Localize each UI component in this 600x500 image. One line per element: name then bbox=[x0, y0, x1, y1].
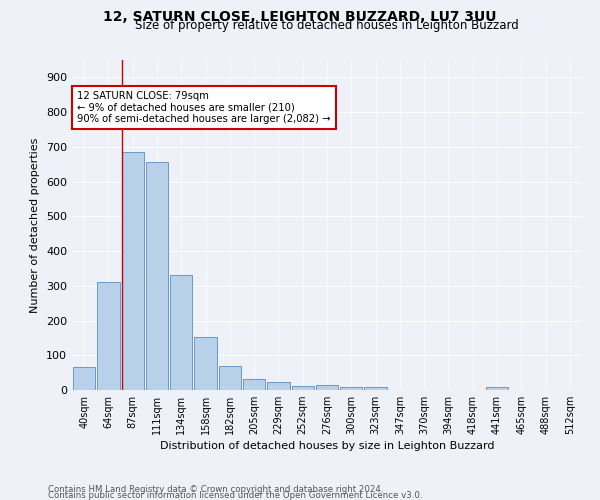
Bar bbox=[122, 152, 144, 390]
Bar bbox=[364, 387, 387, 390]
Text: 12, SATURN CLOSE, LEIGHTON BUZZARD, LU7 3UU: 12, SATURN CLOSE, LEIGHTON BUZZARD, LU7 … bbox=[103, 10, 497, 24]
Bar bbox=[170, 276, 193, 390]
Bar bbox=[146, 162, 168, 390]
Bar bbox=[316, 385, 338, 390]
Text: Contains public sector information licensed under the Open Government Licence v3: Contains public sector information licen… bbox=[48, 491, 422, 500]
Bar bbox=[486, 386, 508, 390]
Bar bbox=[218, 366, 241, 390]
Text: 12 SATURN CLOSE: 79sqm
← 9% of detached houses are smaller (210)
90% of semi-det: 12 SATURN CLOSE: 79sqm ← 9% of detached … bbox=[77, 92, 331, 124]
Bar bbox=[267, 382, 290, 390]
Bar bbox=[292, 386, 314, 390]
Bar bbox=[73, 368, 95, 390]
Text: Contains HM Land Registry data © Crown copyright and database right 2024.: Contains HM Land Registry data © Crown c… bbox=[48, 484, 383, 494]
Title: Size of property relative to detached houses in Leighton Buzzard: Size of property relative to detached ho… bbox=[135, 20, 519, 32]
X-axis label: Distribution of detached houses by size in Leighton Buzzard: Distribution of detached houses by size … bbox=[160, 442, 494, 452]
Bar bbox=[243, 379, 265, 390]
Bar bbox=[194, 337, 217, 390]
Bar bbox=[340, 387, 362, 390]
Bar bbox=[97, 282, 119, 390]
Y-axis label: Number of detached properties: Number of detached properties bbox=[31, 138, 40, 312]
